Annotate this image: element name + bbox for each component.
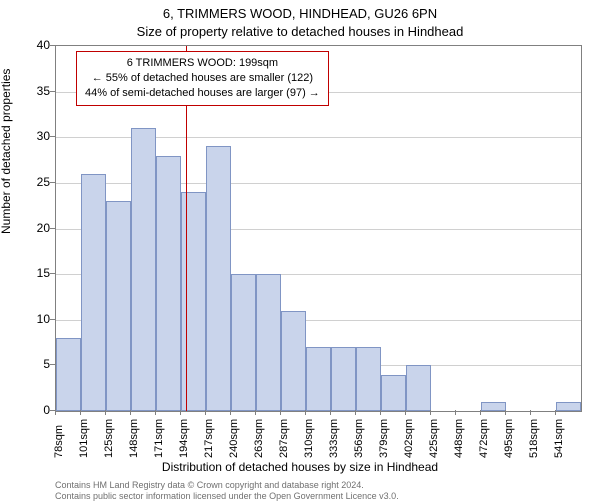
x-tick: [330, 410, 331, 415]
x-tick-label: 101sqm: [78, 419, 90, 458]
x-tick: [55, 410, 56, 415]
histogram-bar: [106, 201, 131, 411]
x-tick-label: 240sqm: [228, 419, 240, 458]
x-tick-label: 425sqm: [428, 419, 440, 458]
x-tick-label: 448sqm: [453, 419, 465, 458]
histogram-bar: [306, 347, 331, 411]
x-tick: [430, 410, 431, 415]
y-tick: [50, 182, 55, 183]
x-tick: [355, 410, 356, 415]
y-tick: [50, 319, 55, 320]
x-tick-label: 310sqm: [303, 419, 315, 458]
y-tick: [50, 91, 55, 92]
x-tick: [155, 410, 156, 415]
x-tick: [405, 410, 406, 415]
x-tick-label: 125sqm: [103, 419, 115, 458]
x-tick-label: 78sqm: [53, 425, 65, 458]
y-tick-label: 25: [20, 175, 50, 189]
x-tick: [255, 410, 256, 415]
x-tick: [130, 410, 131, 415]
histogram-bar: [356, 347, 381, 411]
histogram-bar: [131, 128, 156, 411]
x-tick-label: 495sqm: [503, 419, 515, 458]
y-tick: [50, 273, 55, 274]
y-tick: [50, 228, 55, 229]
histogram-bar: [256, 274, 281, 411]
y-tick-label: 10: [20, 312, 50, 326]
x-tick: [105, 410, 106, 415]
x-tick-label: 402sqm: [403, 419, 415, 458]
x-tick: [280, 410, 281, 415]
histogram-bar: [481, 402, 506, 411]
y-tick-label: 20: [20, 221, 50, 235]
x-tick-label: 518sqm: [528, 419, 540, 458]
x-axis-label: Distribution of detached houses by size …: [0, 460, 600, 474]
x-tick-label: 356sqm: [353, 419, 365, 458]
histogram-bar: [181, 192, 206, 411]
x-tick: [230, 410, 231, 415]
y-tick-label: 40: [20, 38, 50, 52]
x-tick: [530, 410, 531, 415]
y-tick-label: 5: [20, 357, 50, 371]
chart-title-sub: Size of property relative to detached ho…: [0, 24, 600, 39]
histogram-bar: [56, 338, 81, 411]
y-tick-label: 35: [20, 84, 50, 98]
x-tick-label: 333sqm: [328, 419, 340, 458]
attribution-line1: Contains HM Land Registry data © Crown c…: [55, 480, 399, 491]
y-tick: [50, 364, 55, 365]
x-tick: [380, 410, 381, 415]
histogram-bar: [206, 146, 231, 411]
x-tick-label: 171sqm: [153, 419, 165, 458]
chart-container: 6, TRIMMERS WOOD, HINDHEAD, GU26 6PN Siz…: [0, 0, 600, 500]
x-tick: [505, 410, 506, 415]
annotation-box: 6 TRIMMERS WOOD: 199sqm ← 55% of detache…: [76, 51, 329, 106]
x-tick-label: 541sqm: [553, 419, 565, 458]
x-tick-label: 194sqm: [178, 419, 190, 458]
x-tick: [180, 410, 181, 415]
histogram-bar: [406, 365, 431, 411]
histogram-bar: [331, 347, 356, 411]
annotation-line3: 44% of semi-detached houses are larger (…: [85, 86, 320, 101]
x-tick-label: 472sqm: [478, 419, 490, 458]
y-tick-label: 15: [20, 266, 50, 280]
x-tick-label: 263sqm: [253, 419, 265, 458]
annotation-line1: 6 TRIMMERS WOOD: 199sqm: [85, 56, 320, 71]
histogram-bar: [81, 174, 106, 411]
y-tick-label: 0: [20, 403, 50, 417]
x-tick-label: 287sqm: [278, 419, 290, 458]
x-tick-label: 148sqm: [128, 419, 140, 458]
histogram-bar: [556, 402, 581, 411]
annotation-line2: ← 55% of detached houses are smaller (12…: [85, 71, 320, 86]
x-tick-label: 379sqm: [378, 419, 390, 458]
chart-title-main: 6, TRIMMERS WOOD, HINDHEAD, GU26 6PN: [0, 6, 600, 21]
y-axis-label: Number of detached properties: [0, 69, 13, 234]
histogram-bar: [231, 274, 256, 411]
histogram-bar: [156, 156, 181, 412]
x-tick: [480, 410, 481, 415]
x-tick: [455, 410, 456, 415]
y-tick: [50, 136, 55, 137]
x-tick: [305, 410, 306, 415]
y-tick-label: 30: [20, 129, 50, 143]
y-tick: [50, 45, 55, 46]
attribution: Contains HM Land Registry data © Crown c…: [55, 480, 399, 502]
histogram-bar: [381, 375, 406, 412]
x-tick-label: 217sqm: [203, 419, 215, 458]
y-axis-label-text: Number of detached properties: [0, 69, 13, 234]
histogram-bar: [281, 311, 306, 411]
x-tick: [555, 410, 556, 415]
x-tick: [205, 410, 206, 415]
x-tick: [80, 410, 81, 415]
